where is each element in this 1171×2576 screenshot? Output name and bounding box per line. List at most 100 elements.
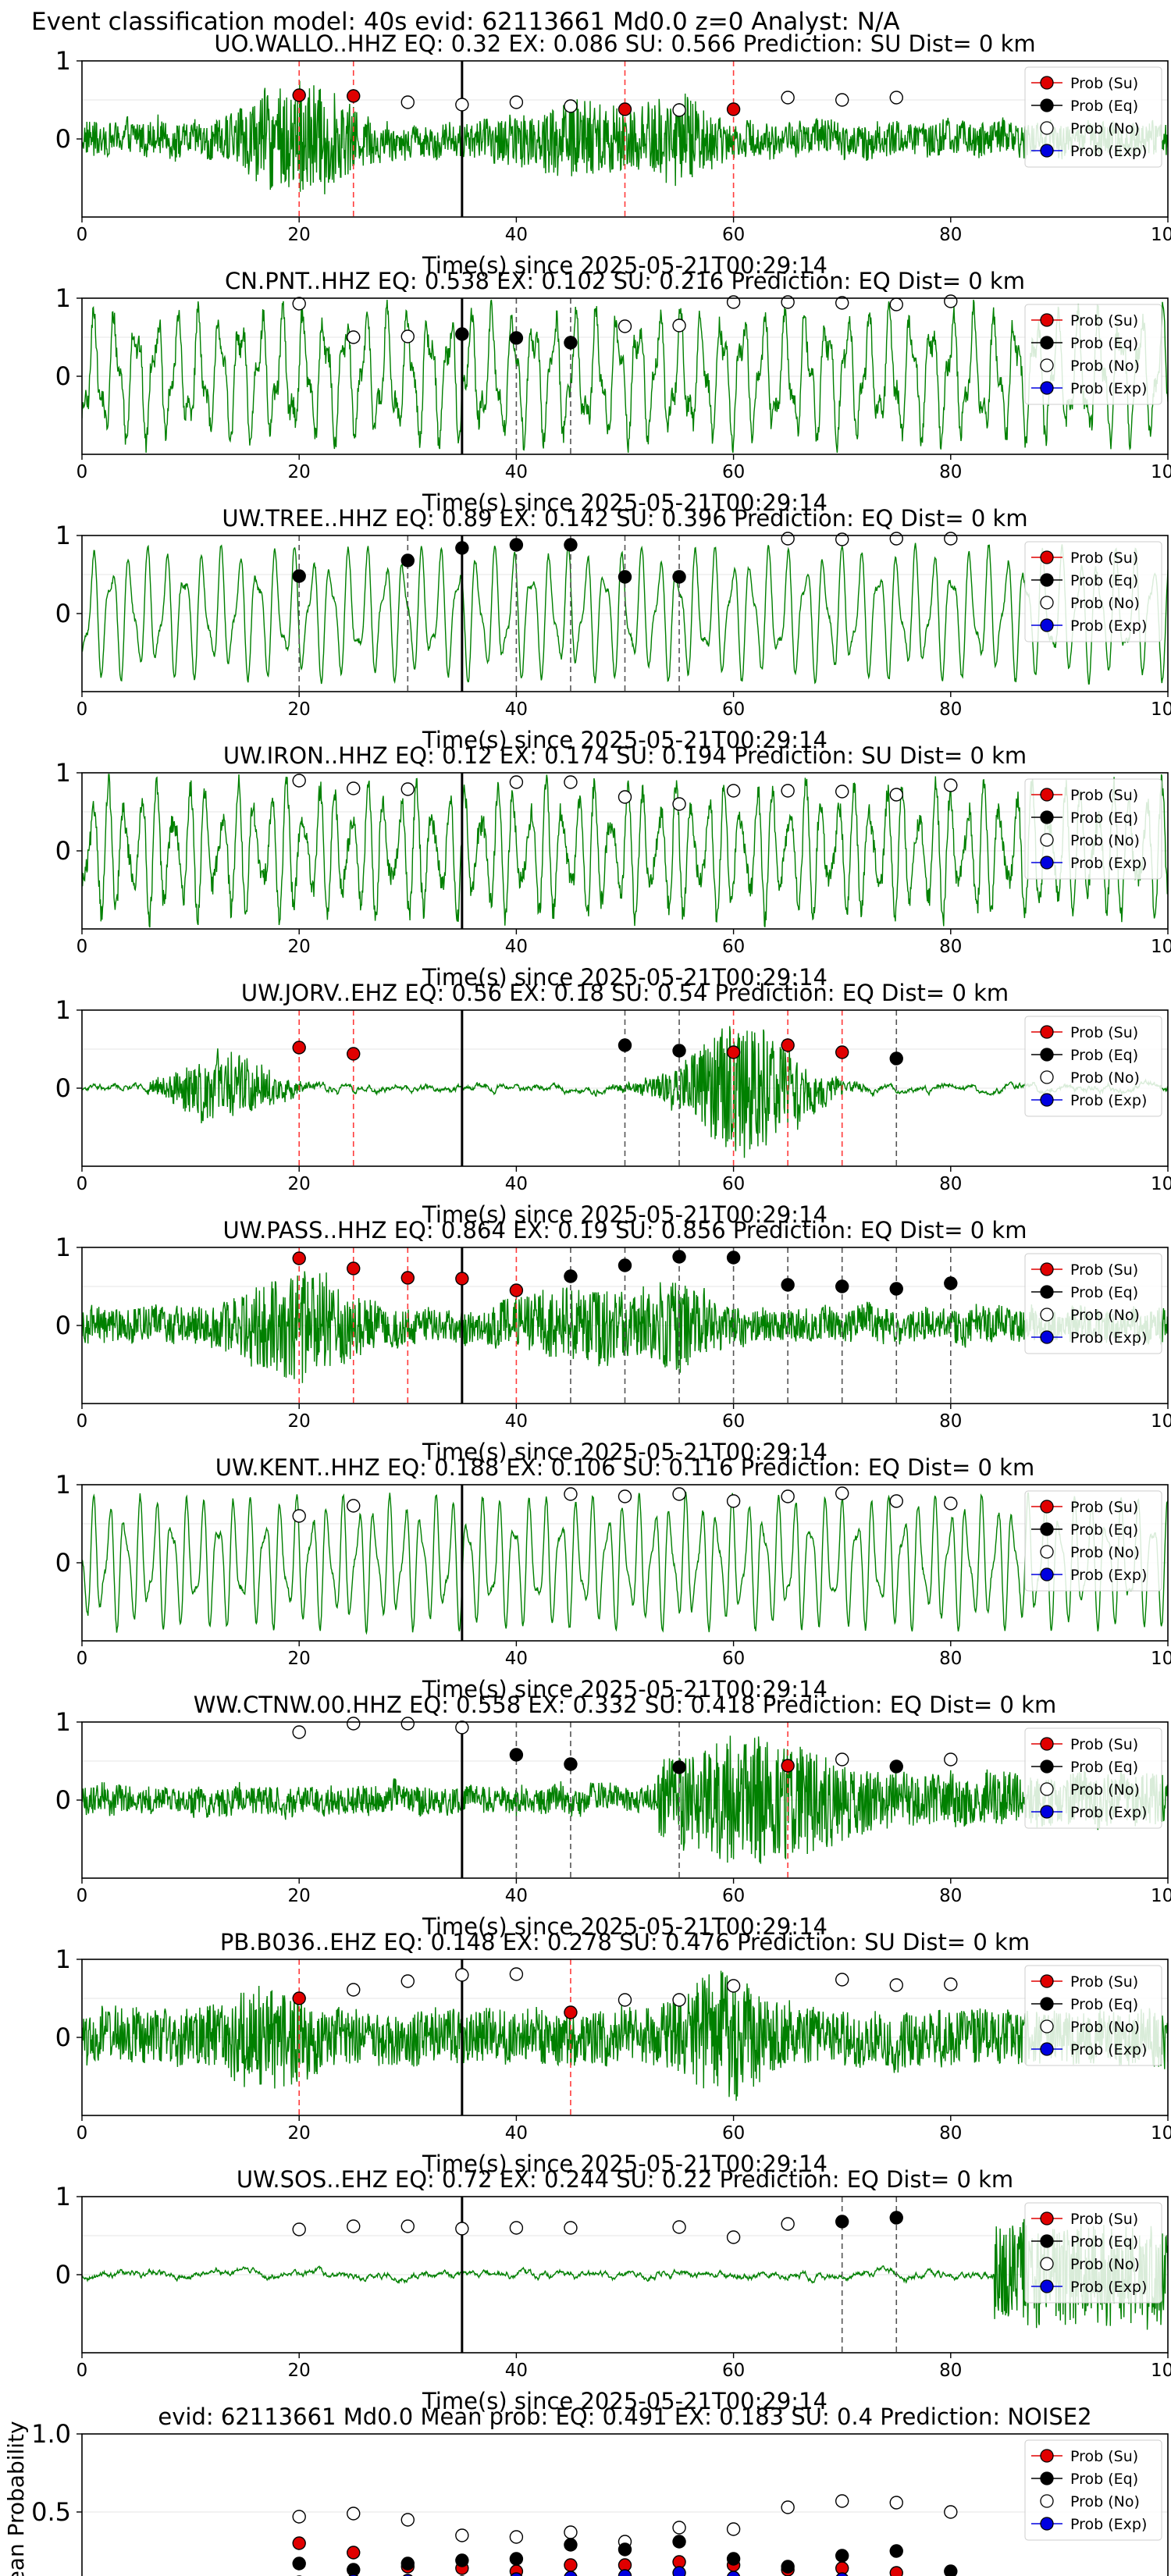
prob-marker-probno [564,775,578,789]
x-tick-label: 20 [288,2123,311,2144]
prob-marker-probeq [292,569,306,583]
legend-label-su: Prob (Su) [1070,1736,1138,1753]
panel-title: UW.IRON..HHZ EQ: 0.12 EX: 0.174 SU: 0.19… [223,742,1027,769]
prob-marker-probno [509,95,524,109]
prob-marker-probno [509,2221,524,2235]
legend-label-exp: Prob (Exp) [1070,143,1147,160]
prob-marker-probno [672,2521,686,2535]
y-tick-label: 0 [55,124,71,154]
legend-marker-su [1040,788,1054,802]
legend-marker-no [1040,1308,1054,1322]
panel-6: UW.KENT..HHZ EQ: 0.188 EX: 0.106 SU: 0.1… [55,1454,1171,1703]
x-tick-label: 40 [505,2123,528,2144]
prob-marker-probeq [672,2535,686,2549]
legend-marker-no [1040,1545,1054,1559]
prob-marker-probno [347,2507,361,2521]
legend-label-su: Prob (Su) [1070,312,1138,329]
x-tick-label: 0 [77,225,88,245]
y-tick-label: 1 [55,1470,71,1500]
y-tick-label: 1 [55,995,71,1025]
x-tick-label: 20 [288,462,311,482]
waveform-trace [82,299,1168,454]
legend-marker-eq [1040,2471,1054,2485]
prob-marker-probeq [889,1282,903,1296]
legend-marker-su [1040,313,1054,327]
prob-marker-probsu [347,2546,361,2560]
prob-marker-probno [564,99,578,113]
prob-marker-probno [400,782,415,796]
x-tick-label: 100 [1151,462,1171,482]
prob-marker-probsu [509,1283,524,1297]
prob-marker-probno [726,2522,741,2536]
x-tick-label: 80 [939,462,962,482]
prob-marker-probno [292,2510,306,2524]
prob-marker-probno [835,296,849,310]
prob-marker-probsu [292,1041,306,1055]
legend-marker-su [1040,2211,1054,2226]
prob-marker-probno [618,790,632,804]
panel-title: UW.SOS..EHZ EQ: 0.72 EX: 0.244 SU: 0.22 … [237,2166,1013,2193]
legend-label-eq: Prob (Eq) [1070,335,1138,352]
y-tick-label: 0 [55,1785,71,1815]
prob-marker-probsu [347,1261,361,1276]
x-tick-label: 100 [1151,1411,1171,1432]
legend-marker-no [1040,1782,1054,1796]
prob-marker-probno [618,1489,632,1503]
prob-marker-probeq [618,1258,632,1272]
prob-marker-probeq [672,1760,686,1774]
prob-marker-probno [672,1993,686,2007]
x-tick-label: 80 [939,1411,962,1432]
prob-marker-probeq [509,538,524,552]
legend-label-no: Prob (No) [1070,595,1140,612]
legend-label-exp: Prob (Exp) [1070,855,1147,872]
panel-title: UW.TREE..HHZ EQ: 0.89 EX: 0.142 SU: 0.39… [222,505,1027,532]
legend-marker-exp [1040,381,1054,395]
panel-title: UW.PASS..HHZ EQ: 0.864 EX: 0.19 SU: 0.85… [223,1217,1027,1244]
x-tick-label: 100 [1151,225,1171,245]
prob-marker-probeq [618,2542,632,2556]
legend-box [1024,1253,1162,1354]
y-tick-label: 0 [55,1073,71,1103]
prob-marker-probexp [672,2566,686,2576]
prob-marker-probno [835,785,849,799]
legend-label-no: Prob (No) [1070,1544,1140,1561]
prob-marker-probno [292,1725,306,1739]
legend-marker-eq [1040,810,1054,824]
prob-marker-probno [347,781,361,795]
prob-marker-probno [400,2219,415,2233]
prob-marker-probeq [889,2544,903,2558]
prob-marker-probeq [835,2549,849,2563]
prob-marker-probno [564,2525,578,2539]
legend-box [1024,1965,1162,2066]
legend-label-su: Prob (Su) [1070,550,1138,567]
prob-marker-probno [835,532,849,546]
legend-marker-su [1040,1974,1054,1988]
legend-marker-exp [1040,1567,1054,1582]
prob-marker-probno [889,532,903,546]
waveform-trace [82,2218,1168,2330]
legend-box [1024,1490,1162,1592]
prob-marker-probexp [618,2569,632,2576]
prob-marker-probno [889,1494,903,1508]
y-tick-label: 0 [55,2260,71,2290]
legend-marker-no [1040,121,1054,135]
x-tick-label: 60 [722,1649,745,1669]
prob-marker-probno [781,1489,795,1503]
y-tick-label: 1.0 [31,2419,71,2449]
prob-marker-probeq [781,2560,795,2574]
x-tick-label: 20 [288,1886,311,1906]
legend-marker-eq [1040,2234,1054,2248]
legend-box [1024,304,1162,405]
prob-marker-probno [835,1973,849,1987]
prob-marker-probno [726,2230,741,2244]
prob-marker-probsu [455,1272,469,1286]
prob-marker-probsu [292,1251,306,1265]
x-tick-label: 80 [939,2361,962,2381]
prob-marker-probeq [455,2553,469,2567]
legend-marker-no [1040,358,1054,372]
prob-marker-probsu [726,1045,741,1059]
legend-label-no: Prob (No) [1070,120,1140,137]
legend-box [1024,541,1162,642]
prob-marker-probeq [292,2556,306,2571]
prob-marker-probno [889,1978,903,1992]
